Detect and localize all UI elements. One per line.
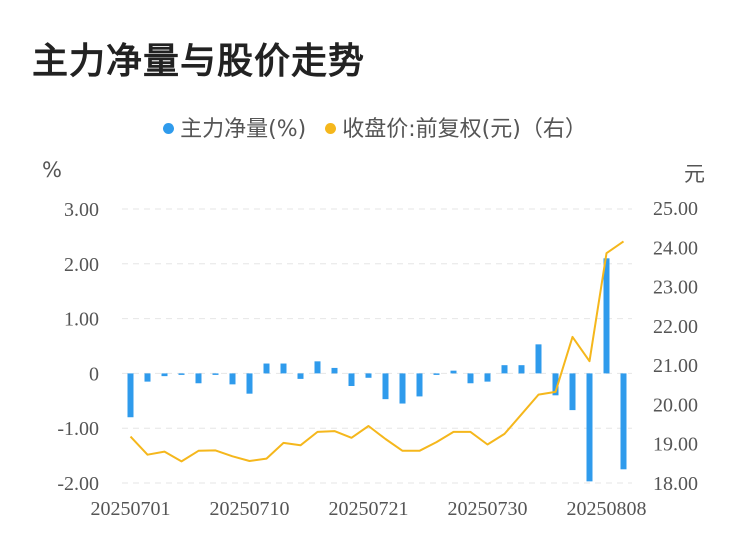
bar: [246, 373, 253, 394]
axis-labels: 3.00 2.00 1.00 0 -1.00 -2.00 25.00 24.00 23.00 22…: [57, 198, 698, 520]
bar: [127, 373, 134, 418]
right-tick-label: 21.00: [653, 355, 698, 377]
bar: [144, 373, 151, 382]
bar: [552, 373, 559, 396]
right-tick-label: 24.00: [653, 237, 698, 259]
left-tick-label: 3.00: [64, 199, 99, 221]
x-tick-label: 20250721: [329, 498, 409, 520]
left-tick-label: 2.00: [64, 254, 99, 276]
line-legend-dot-icon: [325, 122, 337, 134]
bar: [399, 373, 406, 404]
bar: [365, 373, 372, 378]
legend-item-bar[interactable]: 主力净量(%): [163, 111, 306, 143]
bar-series: [127, 258, 627, 482]
bar: [603, 258, 610, 374]
price-line: [129, 240, 625, 463]
bar: [501, 365, 508, 374]
grid-lines: [122, 208, 632, 484]
bar: [484, 373, 491, 382]
left-tick-label: -1.00: [57, 418, 99, 440]
bar: [518, 365, 525, 374]
line-series: [129, 240, 625, 463]
x-tick-label: 20250701: [91, 498, 171, 520]
legend-label-line: 收盘价:前复权(元)（右）: [342, 117, 587, 142]
bar: [178, 373, 185, 375]
bar: [212, 373, 219, 375]
x-tick-label: 20250710: [210, 498, 290, 520]
bar: [586, 373, 593, 482]
right-axis-unit: 元: [684, 162, 705, 186]
left-axis-unit: %: [42, 158, 62, 182]
right-tick-label: 25.00: [653, 198, 698, 220]
right-tick-label: 20.00: [653, 394, 698, 416]
bar: [229, 373, 236, 385]
legend-label-bar: 主力净量(%): [180, 117, 307, 142]
bar: [467, 373, 474, 384]
x-tick-label: 20250808: [567, 498, 647, 520]
bar: [314, 361, 321, 374]
right-tick-label: 19.00: [653, 434, 698, 456]
bar: [620, 373, 627, 470]
bar: [161, 373, 168, 377]
bar: [382, 373, 389, 400]
left-tick-label: 1.00: [64, 309, 99, 331]
right-tick-label: 23.00: [653, 277, 698, 299]
x-tick-label: 20250730: [448, 498, 528, 520]
right-tick-label: 22.00: [653, 316, 698, 338]
bar: [331, 367, 338, 374]
right-tick-label: 18.00: [653, 473, 698, 495]
bar: [297, 373, 304, 379]
left-tick-label: -2.00: [57, 473, 99, 495]
bar: [348, 373, 355, 387]
left-tick-label: 0: [89, 363, 99, 385]
bar-legend-dot-icon: [163, 122, 175, 134]
bar: [263, 363, 270, 374]
bar: [535, 344, 542, 374]
chart-legend: 主力净量(%) 收盘价:前复权(元)（右）: [0, 111, 750, 143]
bar: [569, 373, 576, 411]
bar: [416, 373, 423, 397]
bar: [280, 363, 287, 374]
legend-item-line[interactable]: 收盘价:前复权(元)（右）: [325, 111, 587, 143]
bar: [433, 373, 440, 375]
chart-title: 主力净量与股价走势: [32, 41, 366, 82]
bar: [195, 373, 202, 384]
bar: [450, 370, 457, 374]
